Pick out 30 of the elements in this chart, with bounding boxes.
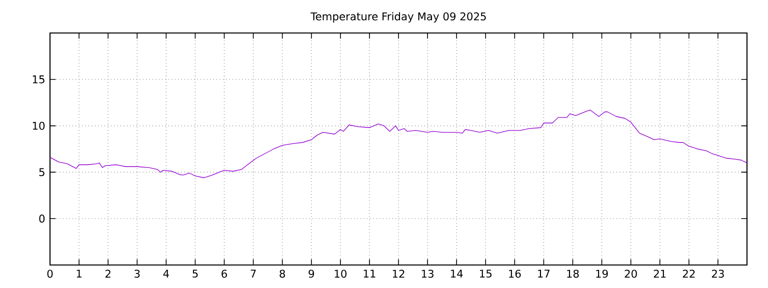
x-tick-label: 1 [76,270,82,278]
y-tick-label: 15 [32,75,44,84]
y-tick-label: 5 [39,168,44,176]
x-tick-label: 20 [624,270,637,278]
x-tick-label: 22 [682,270,695,278]
x-tick-label: 6 [222,270,227,278]
x-tick-label: 14 [450,270,463,278]
x-tick-label: 15 [480,270,492,278]
x-tick-label: 21 [654,270,666,278]
x-tick-label: 18 [567,270,579,278]
x-tick-label: 11 [364,270,376,278]
x-tick-label: 5 [192,270,198,278]
x-tick-label: 7 [250,270,256,278]
line-series [50,110,747,178]
x-tick-label: 2 [105,270,110,278]
x-tick-label: 17 [538,270,550,278]
x-tick-label: 10 [334,270,347,278]
x-tick-label: 4 [163,270,169,278]
x-tick-label: 23 [712,270,724,278]
x-tick-label: 0 [47,270,53,278]
x-tick-label: 16 [509,270,521,278]
x-tick-label: 3 [134,270,140,278]
chart-title: Temperature Friday May 09 2025 [310,12,486,22]
x-tick-label: 8 [280,270,286,278]
y-tick-label: 0 [39,214,45,223]
x-tick-label: 13 [422,270,434,278]
y-tick-label: 10 [32,122,45,130]
x-tick-label: 12 [392,270,404,278]
x-tick-label: 19 [596,270,608,278]
x-tick-label: 9 [308,270,314,278]
